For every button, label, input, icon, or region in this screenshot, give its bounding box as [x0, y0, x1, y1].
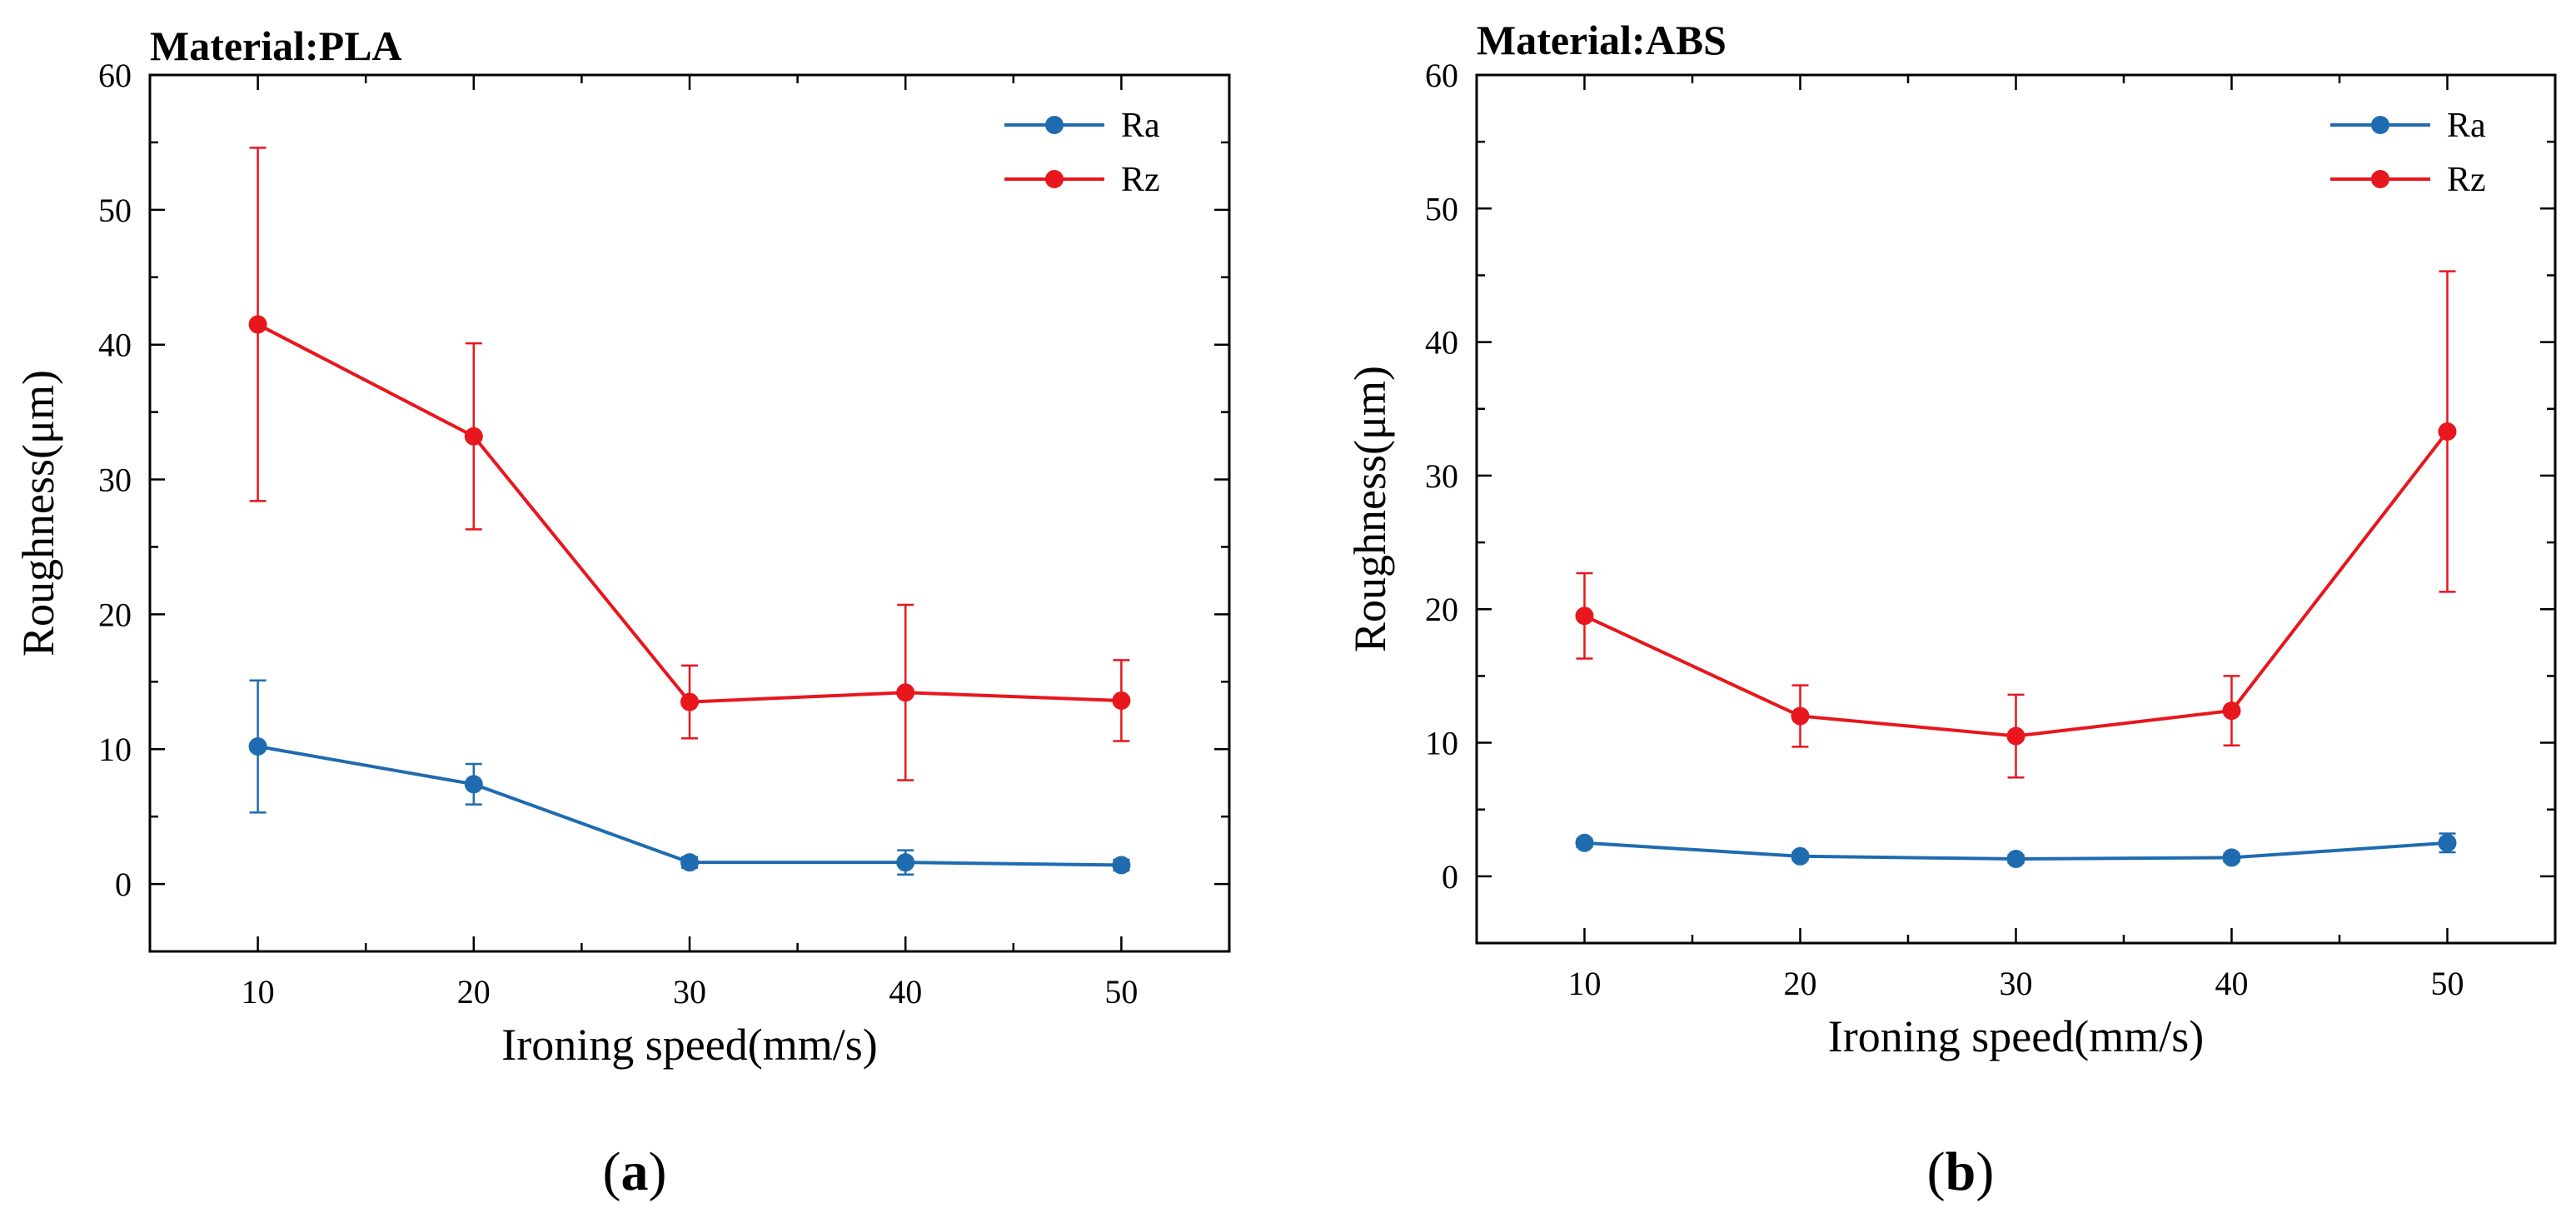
- caption-open: (: [603, 1141, 621, 1202]
- chart-a: Material:PLA 10 20 30 40 50 0 10 20 30 40 50 60 Ironi…: [13, 22, 1231, 1202]
- data-point: [680, 853, 699, 872]
- y-tick-label: 0: [1442, 858, 1458, 896]
- x-tick-label: 20: [457, 973, 491, 1011]
- data-point: [2006, 726, 2025, 746]
- y-tick-label: 30: [98, 462, 132, 499]
- y-tick-label: 10: [1425, 725, 1458, 762]
- y-tick-label: 20: [1425, 591, 1458, 628]
- data-point: [1791, 846, 1810, 866]
- legend-label: Rz: [2447, 161, 2486, 199]
- data-point: [1575, 833, 1594, 852]
- y-tick-label: 60: [98, 57, 132, 94]
- legend-marker: [1045, 170, 1064, 188]
- x-axis-label: Ironing speed(mm/s): [501, 1020, 877, 1070]
- x-tick-label: 20: [1784, 965, 1817, 1002]
- y-tick-label: 60: [1425, 57, 1458, 94]
- data-point: [896, 683, 915, 702]
- data-point: [2438, 422, 2457, 442]
- data-point: [1112, 856, 1131, 875]
- y-axis-label: Roughness(μm): [13, 370, 63, 656]
- caption-open: (: [1927, 1141, 1946, 1202]
- y-axis-label: Roughness(μm): [1345, 366, 1395, 652]
- y-tick-label: 40: [1425, 324, 1458, 362]
- series-line-ra: [257, 745, 1122, 867]
- series-ra: [248, 679, 1131, 876]
- legend-label: Ra: [2447, 107, 2486, 145]
- y-tick-label: 50: [98, 192, 132, 229]
- y-tick-label: 10: [98, 731, 132, 768]
- x-axis-label: Ironing speed(mm/s): [1828, 1011, 2204, 1061]
- plot-frame: [148, 73, 1231, 953]
- x-tick-label: 10: [242, 973, 275, 1011]
- legend-marker: [2371, 170, 2389, 188]
- x-tick-label: 10: [1568, 965, 1602, 1002]
- caption-letter: a: [621, 1141, 649, 1202]
- legend-label: Rz: [1121, 161, 1160, 199]
- data-point: [1791, 706, 1810, 726]
- y-tick-label: 50: [1425, 190, 1458, 227]
- legend-label: Ra: [1121, 107, 1160, 145]
- x-tick-label: 50: [2431, 965, 2464, 1002]
- chart-title: Material:PLA: [150, 22, 402, 69]
- series-ra: [1575, 832, 2457, 869]
- plot-frame: [1475, 73, 2557, 945]
- caption-letter: b: [1946, 1141, 1976, 1202]
- data-point: [464, 427, 483, 446]
- y-tick-label: 0: [115, 866, 132, 903]
- x-tick-label: 30: [2000, 965, 2033, 1002]
- x-tick-label: 40: [889, 973, 922, 1011]
- caption-close: ): [1976, 1141, 1994, 1202]
- series-line-rz: [257, 322, 1122, 704]
- data-point: [248, 736, 267, 756]
- chart-title: Material:ABS: [1477, 17, 1726, 63]
- chart-b: Material:ABS 10 20 30 40 50 0 10 20 30 40 50 60 Ironi…: [1345, 17, 2557, 1202]
- panel-caption: (b): [1927, 1141, 1995, 1202]
- y-tick-label: 20: [98, 596, 132, 633]
- data-point: [1575, 607, 1594, 626]
- series-rz: [1575, 270, 2457, 779]
- data-point: [2222, 701, 2241, 721]
- caption-close: ): [649, 1141, 667, 1202]
- data-point: [464, 775, 483, 794]
- legend-marker: [1045, 116, 1064, 134]
- data-point: [896, 853, 915, 872]
- legend-marker: [2371, 116, 2389, 134]
- y-tick-label: 40: [98, 327, 132, 364]
- x-tick-label: 30: [673, 973, 706, 1011]
- data-point: [2222, 848, 2241, 867]
- x-tick-label: 40: [2215, 965, 2249, 1002]
- panel-caption: (a): [603, 1141, 667, 1202]
- series-rz: [248, 147, 1131, 781]
- data-point: [248, 315, 267, 334]
- data-point: [2006, 850, 2025, 869]
- x-tick-label: 50: [1104, 973, 1138, 1011]
- series-line-rz: [1583, 430, 2449, 738]
- data-point: [1112, 691, 1131, 710]
- data-point: [680, 692, 699, 711]
- y-tick-label: 30: [1425, 457, 1458, 495]
- data-point: [2438, 833, 2457, 852]
